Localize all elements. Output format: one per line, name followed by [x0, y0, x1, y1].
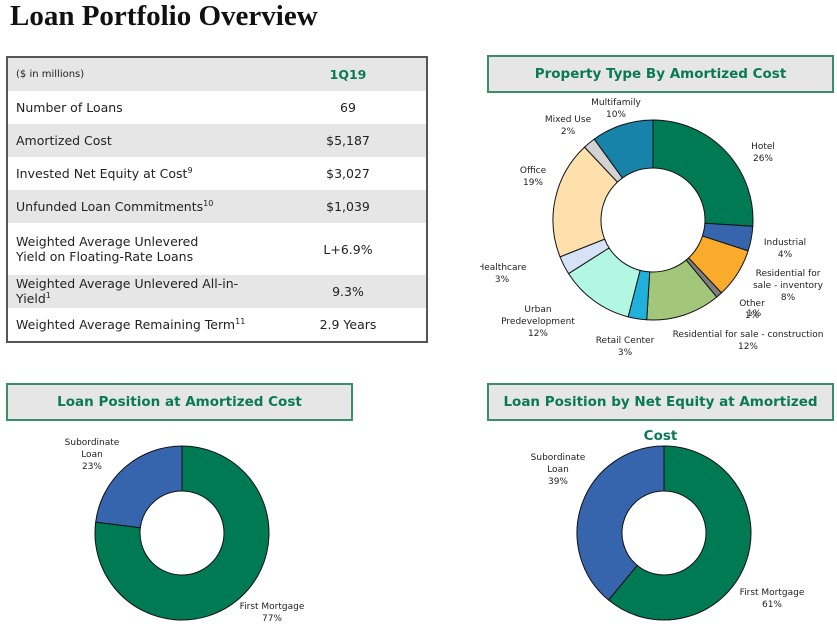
table-row: Weighted Average Remaining Term11 2.9 Ye…	[7, 308, 427, 342]
row-label: Weighted Average Unlevered All-in-Yield	[16, 276, 239, 307]
loan-position-donut-chart: First Mortgage 77% Subordinate Loan 23%	[65, 438, 305, 624]
row-value: 69	[340, 100, 356, 115]
row-label: Weighted Average Unlevered Yield on Floa…	[16, 234, 199, 264]
data-label-hotel: Hotel 26%	[751, 142, 775, 164]
slice-subordinate-loan	[576, 445, 665, 601]
svg-text:3%: 3%	[495, 275, 510, 285]
units-label: ($ in millions)	[7, 57, 270, 91]
svg-text:39%: 39%	[548, 477, 568, 487]
table-row: Amortized Cost $5,187	[7, 124, 427, 157]
net-equity-donut-chart: First Mortgage 61% Subordinate Loan 39%	[531, 445, 805, 621]
svg-text:10%: 10%	[606, 110, 626, 120]
row-label: Number of Loans	[16, 100, 123, 115]
svg-text:Multifamily: Multifamily	[591, 98, 641, 108]
slice-multifamily	[593, 119, 654, 179]
table-row: Invested Net Equity at Cost9 $3,027	[7, 157, 427, 190]
data-label-office: Office 19%	[520, 166, 547, 188]
svg-text:First Mortgage: First Mortgage	[240, 602, 305, 612]
property-type-donut-chart: Hotel 26% Industrial 4% Residential for sale …	[480, 98, 824, 358]
svg-text:61%: 61%	[762, 600, 782, 610]
svg-text:2%: 2%	[561, 127, 576, 137]
svg-text:Mixed Use: Mixed Use	[545, 115, 592, 125]
svg-text:23%: 23%	[82, 462, 102, 472]
slice-first-mortgage	[94, 445, 270, 621]
svg-text:Other: Other	[739, 299, 765, 309]
footnote-ref: 1	[45, 291, 51, 301]
data-label-subordinate-loan: Subordinate Loan 23%	[65, 438, 120, 472]
row-label: Invested Net Equity at Cost	[16, 166, 188, 182]
row-value: $1,039	[270, 190, 427, 223]
loan-position-chart-title: Loan Position at Amortized Cost	[6, 383, 353, 421]
svg-text:Predevelopment: Predevelopment	[501, 317, 575, 327]
data-label-retail-center: Retail Center 3%	[596, 336, 655, 358]
svg-text:Office: Office	[520, 166, 547, 176]
svg-text:Loan: Loan	[547, 465, 569, 475]
data-label-residential-for-sale-inventory: Residential for sale - inventory 8%	[753, 269, 824, 303]
table-row: Number of Loans 69	[7, 91, 427, 124]
footnote-ref: 11	[235, 316, 246, 326]
data-label-first-mortgage: First Mortgage 61%	[740, 588, 805, 610]
data-label-first-mortgage: First Mortgage 77%	[240, 602, 305, 624]
svg-text:8%: 8%	[781, 293, 796, 303]
row-value: 2.9 Years	[319, 317, 377, 332]
data-label-industrial: Industrial 4%	[764, 238, 806, 260]
svg-text:Industrial: Industrial	[764, 238, 806, 248]
svg-text:19%: 19%	[523, 178, 543, 188]
data-label-urban-predevelopment: Urban Predevelopment 12%	[501, 305, 575, 339]
svg-text:sale - inventory: sale - inventory	[753, 281, 824, 291]
period-label: 1Q19	[270, 57, 427, 91]
table-row: Unfunded Loan Commitments10 $1,039	[7, 190, 427, 223]
data-label-residential-for-sale-construction: Residential for sale - construction 12%	[673, 330, 824, 352]
slice-first-mortgage	[607, 445, 752, 621]
overlapping-data-label: 1%	[747, 309, 762, 319]
svg-text:77%: 77%	[262, 614, 282, 624]
row-label: Amortized Cost	[16, 133, 112, 148]
svg-text:Subordinate: Subordinate	[65, 438, 120, 448]
table-row: Weighted Average Unlevered All-in-Yield1…	[7, 275, 427, 308]
svg-text:12%: 12%	[528, 329, 548, 339]
svg-text:Residential for: Residential for	[756, 269, 821, 279]
footnote-ref: 9	[187, 165, 193, 175]
table-header-row: ($ in millions) 1Q19	[7, 57, 427, 91]
svg-text:Healthcare: Healthcare	[480, 263, 527, 273]
row-value: L+6.9%	[323, 241, 373, 257]
svg-text:Subordinate: Subordinate	[531, 453, 586, 463]
svg-text:Retail Center: Retail Center	[596, 336, 655, 346]
loan-metrics-table: ($ in millions) 1Q19 Number of Loans 69 …	[6, 56, 428, 343]
svg-text:4%: 4%	[778, 250, 793, 260]
svg-text:26%: 26%	[753, 154, 773, 164]
slice-subordinate-loan	[95, 445, 183, 529]
row-value: $5,187	[270, 124, 427, 157]
property-type-chart-title: Property Type By Amortized Cost	[487, 55, 834, 93]
row-label: Unfunded Loan Commitments	[16, 199, 204, 215]
svg-text:Urban: Urban	[524, 305, 551, 315]
data-label-mixed-use: Mixed Use 2%	[545, 115, 592, 137]
data-label-multifamily: Multifamily 10%	[591, 98, 641, 120]
table-row: Weighted Average Unlevered Yield on Floa…	[7, 223, 427, 275]
data-label-healthcare: Healthcare 3%	[480, 263, 527, 285]
svg-text:12%: 12%	[738, 342, 758, 352]
page-title: Loan Portfolio Overview	[10, 0, 318, 32]
svg-text:3%: 3%	[618, 348, 633, 358]
footnote-ref: 10	[203, 198, 214, 208]
net-equity-chart-title: Loan Position by Net Equity at Amortized…	[487, 383, 834, 444]
svg-text:First Mortgage: First Mortgage	[740, 588, 805, 598]
svg-text:1%: 1%	[745, 311, 760, 321]
svg-text:Loan: Loan	[81, 450, 103, 460]
row-value: $3,027	[326, 166, 370, 181]
slice-hotel	[652, 119, 754, 227]
row-value: 9.3%	[270, 275, 427, 308]
data-label-subordinate-loan: Subordinate Loan 39%	[531, 453, 586, 487]
svg-text:Residential for sale - constru: Residential for sale - construction	[673, 330, 824, 340]
svg-text:Hotel: Hotel	[751, 142, 775, 152]
row-label: Weighted Average Remaining Term	[16, 317, 236, 333]
